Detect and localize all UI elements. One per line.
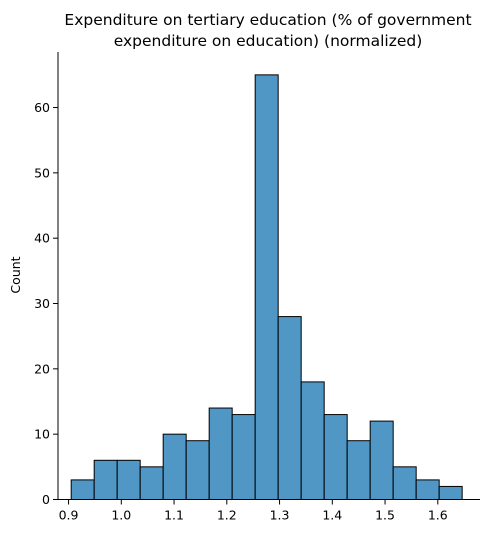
y-tick-label: 40 <box>34 231 50 246</box>
y-tick-label: 20 <box>34 361 50 376</box>
y-tick-label: 60 <box>34 100 50 115</box>
histogram-bar <box>208 407 233 501</box>
histogram-bar <box>346 440 371 500</box>
histogram-bar <box>392 466 417 500</box>
histogram-bar <box>300 381 325 500</box>
histogram-bar <box>70 479 95 500</box>
x-tick-label: 1.1 <box>164 508 184 523</box>
y-ticks-group: 0 10 20 30 40 50 60 <box>34 100 58 507</box>
histogram-bar <box>116 459 141 500</box>
x-tick-label: 0.9 <box>59 508 79 523</box>
chart-title-line-2: expenditure on education) (normalized) <box>114 32 423 50</box>
histogram-bar <box>415 479 440 500</box>
histogram-bar <box>323 414 348 501</box>
histogram-bar <box>162 433 187 501</box>
bars-group <box>70 74 463 501</box>
histogram-bar <box>277 316 302 500</box>
histogram-bar <box>185 440 210 500</box>
y-tick-label: 10 <box>34 427 50 442</box>
x-tick-label: 1.3 <box>270 508 290 523</box>
histogram-bar <box>369 420 394 500</box>
histogram-bar <box>231 414 256 501</box>
x-tick-label: 1.2 <box>217 508 237 523</box>
histogram-bar <box>254 74 279 500</box>
histogram-bar <box>438 485 463 500</box>
y-tick-label: 30 <box>34 296 50 311</box>
x-tick-label: 1.4 <box>322 508 342 523</box>
histogram-bar <box>139 466 164 500</box>
y-axis-label: Count <box>8 256 23 293</box>
histogram-bar <box>93 459 118 500</box>
y-tick-label: 50 <box>34 165 50 180</box>
x-ticks-group: 0.9 1.0 1.1 1.2 1.3 1.4 1.5 1.6 <box>59 499 448 523</box>
x-tick-label: 1.0 <box>111 508 131 523</box>
x-tick-label: 1.6 <box>428 508 448 523</box>
x-tick-label: 1.5 <box>375 508 395 523</box>
y-tick-label: 0 <box>42 492 50 507</box>
chart-title-line-1: Expenditure on tertiary education (% of … <box>64 11 471 29</box>
